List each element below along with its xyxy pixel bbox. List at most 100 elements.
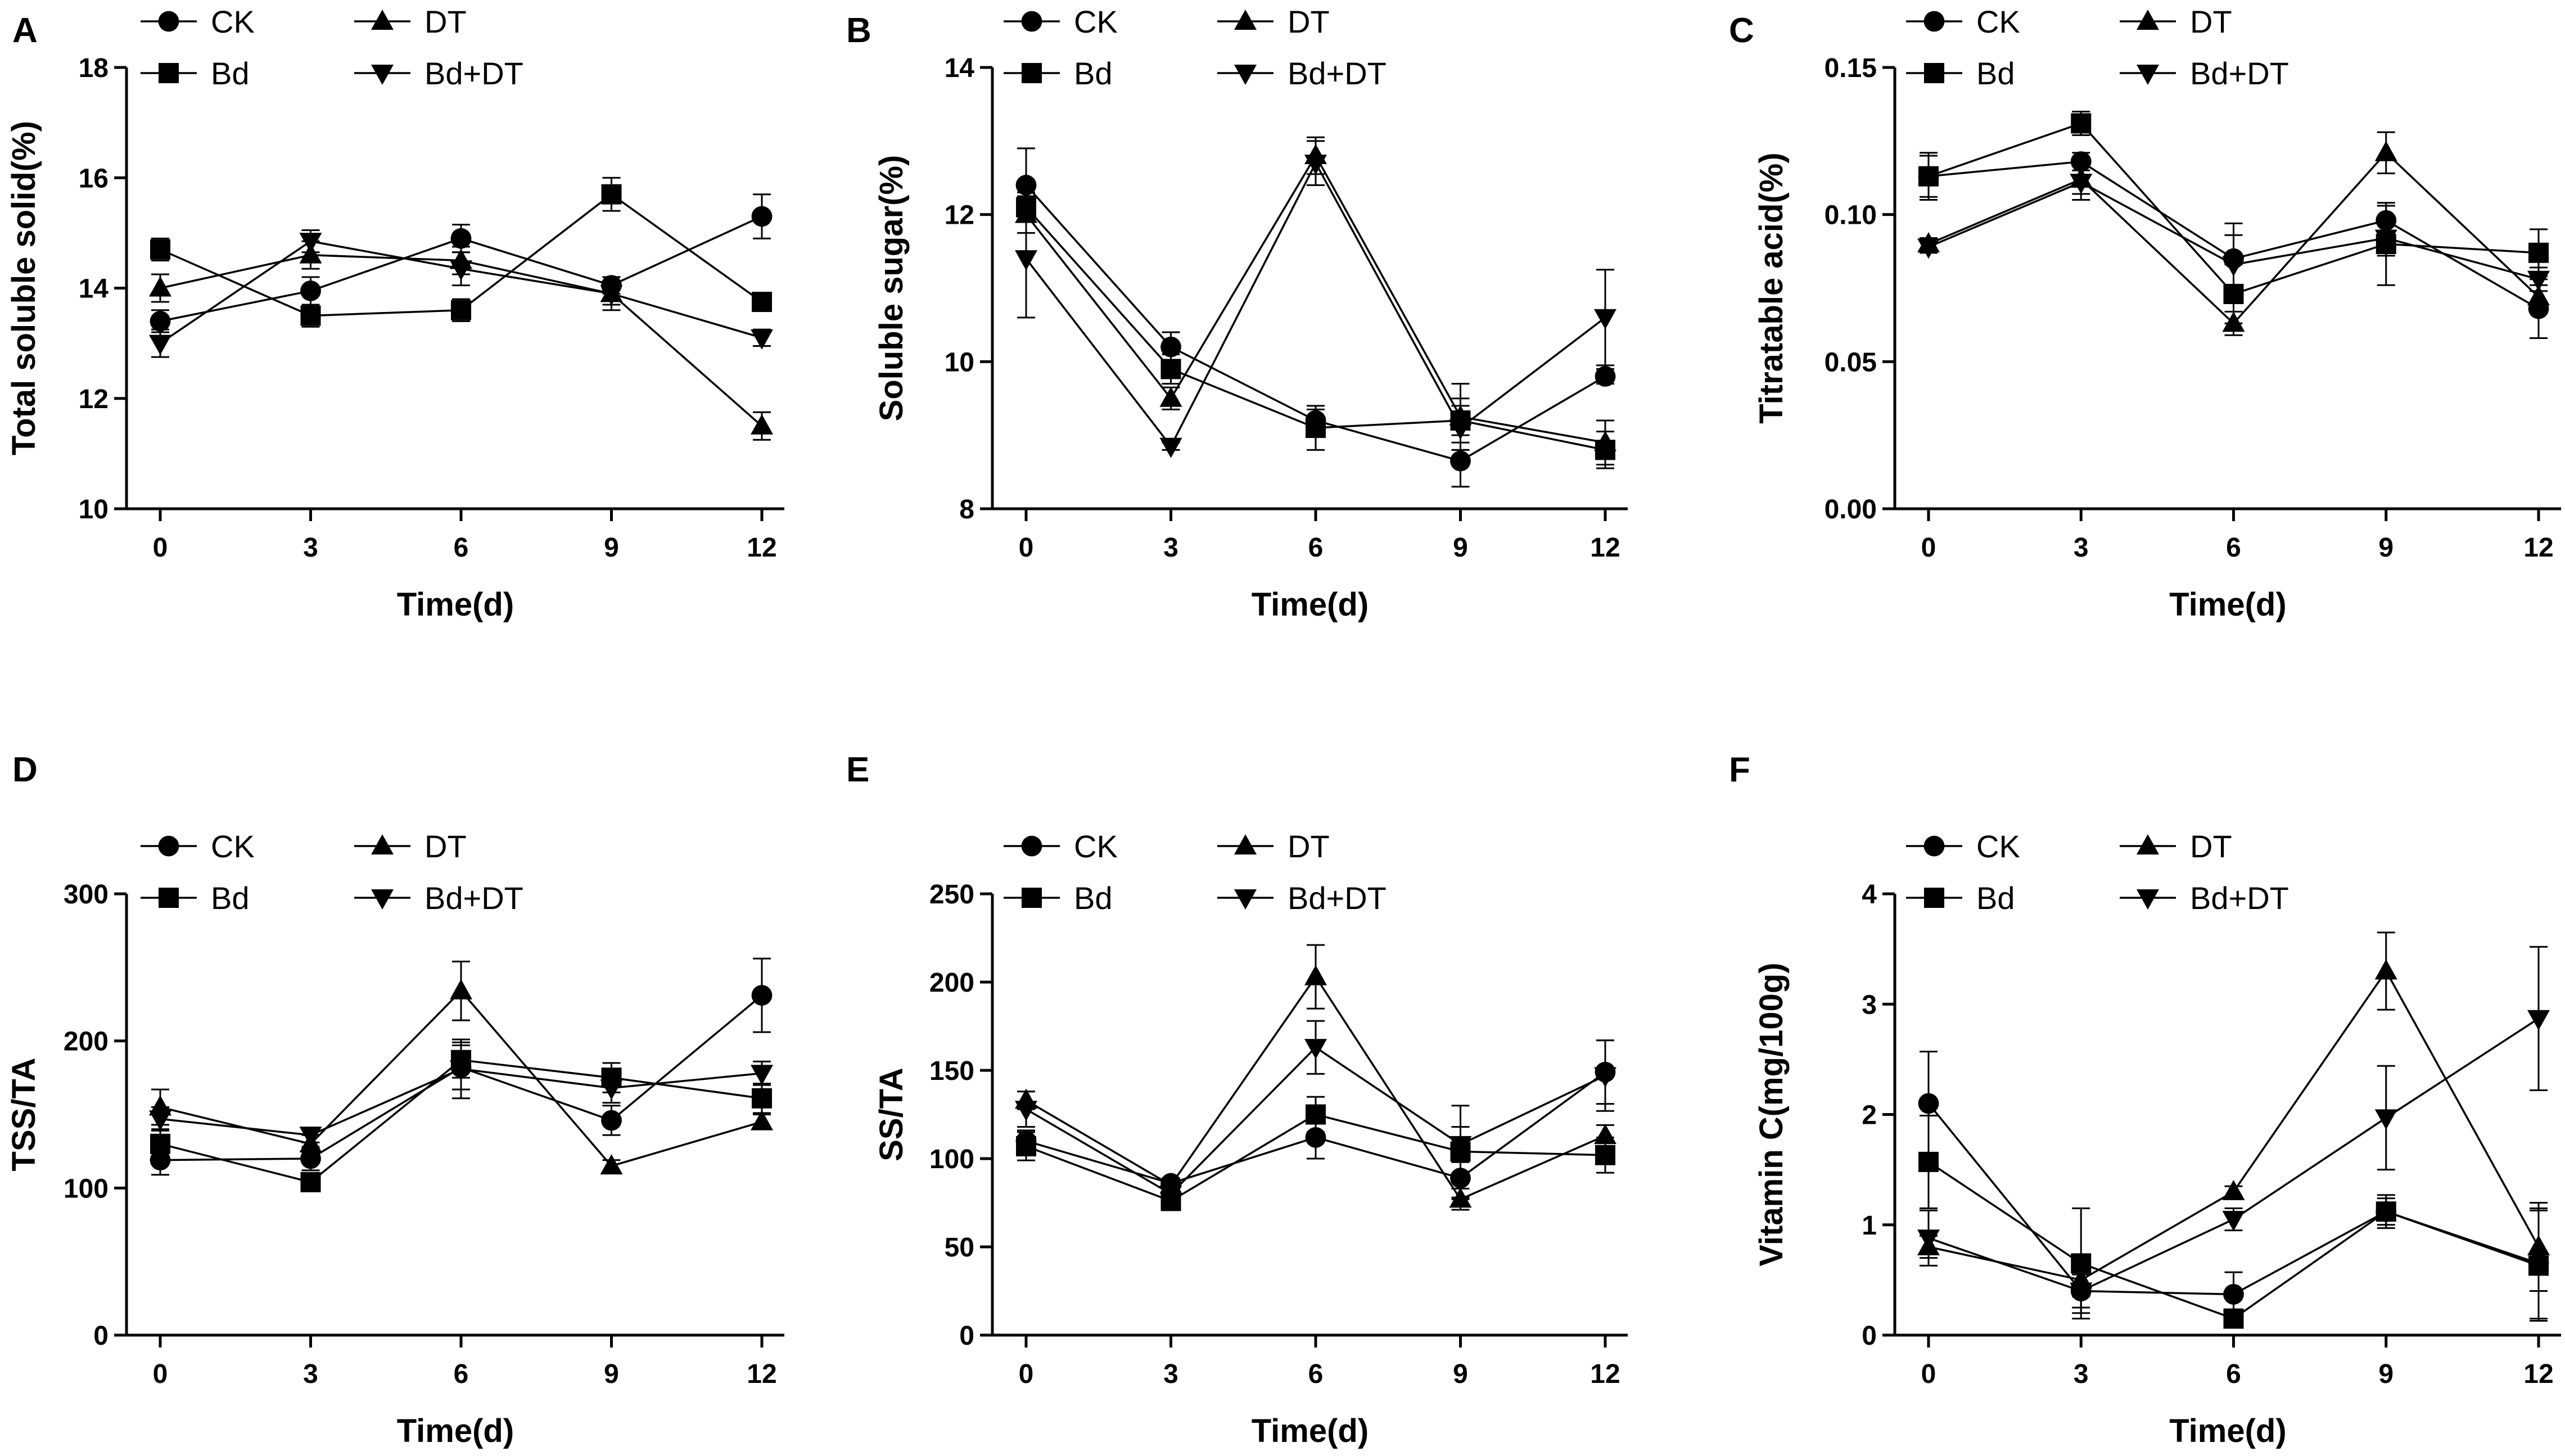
legend-label: Bd+DT [2190,880,2289,916]
data-point [2527,270,2550,291]
y-axis-title: Total soluble solid(%) [6,121,42,455]
legend-marker [371,834,394,854]
data-point [2071,113,2092,134]
panel-letter: F [1729,750,1750,789]
x-tick-label: 6 [1308,1359,1324,1389]
legend-marker [1021,835,1042,857]
x-tick-label: 0 [153,533,168,563]
x-tick-label: 6 [2226,533,2241,563]
x-tick-label: 0 [153,1359,168,1389]
legend: CK DT Bd Bd+DT [1906,829,2289,916]
chart-panel-a: A 10 12 14 16 18 0 3 6 9 12 Time(d) Total soluble so… [6,4,784,623]
x-axis-title: Time(d) [1252,586,1369,623]
chart-panel-d: D 0 100 200 300 0 3 6 9 12 Time(d) TSS/TA CK DT Bd Bd+D… [6,750,784,1449]
data-point [1015,174,1037,196]
legend-label: CK [211,4,255,39]
data-point [450,979,472,1000]
data-point [2374,229,2397,250]
x-tick-label: 3 [1163,1359,1178,1389]
x-axis-title: Time(d) [1252,1413,1369,1449]
data-point [149,1110,171,1131]
legend-marker [1021,11,1042,32]
data-point [1918,1093,1939,1114]
y-tick-label: 16 [79,164,109,193]
data-point [751,414,773,435]
panel-letter: A [12,11,38,50]
x-tick-label: 9 [2378,1359,2394,1389]
legend-marker [158,835,179,857]
data-point [751,985,773,1006]
legend-label: Bd [1976,56,2015,91]
data-point [1917,238,1940,259]
x-tick-label: 3 [2074,533,2089,563]
series-bd-dt [1015,1020,1616,1206]
y-tick-label: 2 [1862,1101,1877,1131]
y-tick-label: 100 [929,1145,974,1174]
legend-marker [1924,888,1944,908]
y-tick-label: 4 [1862,880,1877,910]
legend-label: Bd+DT [425,880,523,916]
y-tick-label: 200 [64,1027,109,1057]
data-point [751,329,773,350]
data-point [2374,1109,2397,1130]
data-point [1595,1145,1615,1165]
chart-panel-e: E 0 50 100 150 200 250 0 3 6 9 12 Time(d) SS/TA CK DT Bd… [846,750,1628,1449]
legend: CK DT Bd Bd+DT [1004,4,1387,91]
data-point [1594,309,1616,329]
data-point [299,233,322,254]
y-tick-label: 18 [79,53,109,83]
series-bd-dt [1917,946,2550,1314]
y-tick-label: 100 [64,1174,109,1204]
legend-label: CK [1074,829,1118,864]
y-tick-label: 0.05 [1825,347,1877,377]
legend-marker [371,889,394,910]
y-tick-label: 1 [1862,1211,1877,1241]
data-point [1159,437,1182,458]
x-tick-label: 6 [454,1359,469,1389]
data-point [600,285,623,306]
y-axis-title: SS/TA [873,1068,910,1161]
data-point [450,260,472,281]
legend-marker [371,65,394,85]
y-tick-label: 8 [959,495,974,524]
y-tick-label: 10 [945,347,974,377]
chart-panel-c: C 0.00 0.05 0.10 0.15 0 3 6 9 12 Time(d) Titratable… [1729,4,2561,623]
data-point [450,228,472,249]
y-tick-label: 12 [945,201,974,230]
data-point [2527,285,2550,306]
data-point [2070,151,2092,172]
panel-letter: B [846,11,871,50]
x-tick-label: 0 [1921,533,1936,563]
data-point [2222,256,2245,277]
legend-label: Bd [1074,880,1113,916]
legend-label: DT [2190,4,2232,39]
data-point [1594,1124,1616,1145]
data-point [1016,1136,1036,1157]
series-dt [1917,932,2550,1297]
data-point [1449,1136,1472,1156]
data-point [1160,336,1181,358]
x-axis-title: Time(d) [397,1413,514,1449]
x-tick-label: 3 [303,1359,318,1389]
legend-marker [1234,889,1257,910]
data-point [1015,1101,1037,1122]
data-point [2070,174,2093,195]
x-tick-label: 12 [747,533,776,563]
data-point [1159,1185,1182,1206]
y-tick-label: 10 [79,495,109,524]
data-point [149,276,171,297]
data-point [2527,1010,2550,1030]
y-axis-title: TSS/TA [6,1058,42,1172]
data-point [1594,1067,1616,1088]
y-tick-label: 14 [79,274,109,304]
data-point [150,310,171,332]
legend-label: DT [1288,829,1330,864]
panel-letter: E [846,750,869,789]
y-tick-label: 3 [1862,990,1877,1020]
data-point [299,1127,322,1147]
legend-label: CK [1976,4,2020,39]
y-tick-label: 12 [79,385,109,414]
x-tick-label: 9 [604,533,619,563]
x-tick-label: 3 [303,533,318,563]
legend-marker [1234,834,1257,854]
